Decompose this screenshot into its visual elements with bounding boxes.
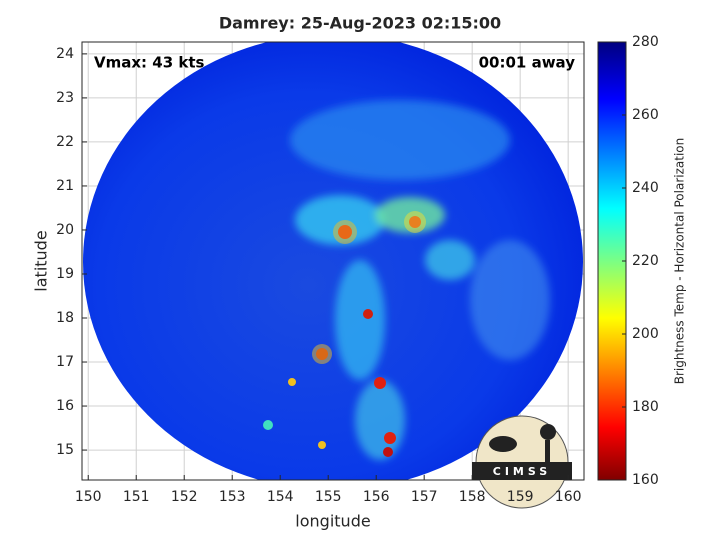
colorbar-tick-label: 240 [632,180,659,196]
cimss-logo: CIMSS [472,415,572,509]
x-tick-label: 157 [411,489,438,505]
storm-features [290,100,550,460]
y-tick-label: 20 [56,222,74,238]
x-tick-label: 151 [123,489,150,505]
x-tick-label: 158 [459,489,486,505]
y-tick-label: 15 [56,442,74,458]
x-tick-label: 152 [171,489,198,505]
x-tick-label: 160 [555,489,582,505]
annotation: 00:01 away [479,54,576,72]
colorbar-tick-label: 160 [632,472,659,488]
colorbar-tick-label: 220 [632,253,659,269]
y-tick-label: 23 [56,90,74,106]
image [83,42,583,480]
y-tick-label: 19 [56,266,74,282]
y-tick-label: 16 [56,398,74,414]
colorbar-label: Brightness Temp - Horizontal Polarizatio… [673,138,687,385]
y-tick-label: 22 [56,134,74,150]
x-tick-label: 154 [267,489,294,505]
colorbar [597,41,627,481]
x-tick-label: 153 [219,489,246,505]
chart-title: Damrey: 25-Aug-2023 02:15:00 [219,14,501,33]
colorbar-tick-label: 260 [632,107,659,123]
y-tick-label: 17 [56,354,74,370]
colorbar-tick-label: 200 [632,326,659,342]
y-axis-label: latitude [32,230,51,291]
y-tick-label: 21 [56,178,74,194]
x-tick-label: 156 [363,489,390,505]
logo-text: CIMSS [493,465,551,478]
x-tick-label: 155 [315,489,342,505]
y-tick-label: 24 [56,46,74,62]
x-tick-label: 150 [75,489,102,505]
annotation: Vmax: 43 kts [94,54,204,72]
plot-frame [81,41,585,481]
colorbar-tick-label: 280 [632,34,659,50]
x-axis-label: longitude [295,512,370,531]
convective-cores [263,211,426,457]
x-tick-label: 159 [507,489,534,505]
y-tick-label: 18 [56,310,74,326]
colorbar-tick-label: 180 [632,399,659,415]
